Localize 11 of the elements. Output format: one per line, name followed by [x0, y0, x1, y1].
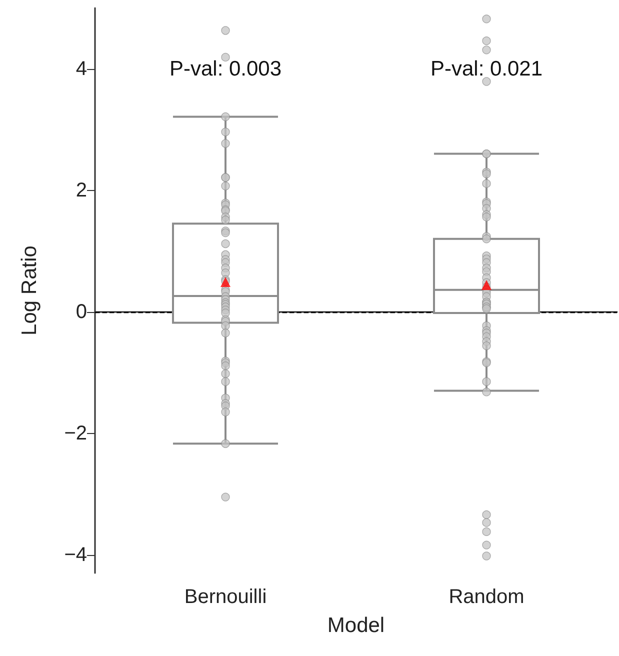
y-axis-title: Log Ratio [18, 246, 41, 336]
y-tick-label: −4 [64, 544, 87, 566]
x-tick-label: Random [448, 586, 524, 608]
annotation: P-val: 0.021 [430, 57, 543, 80]
x-axis-title: Model [327, 614, 385, 637]
annotation: P-val: 0.003 [169, 57, 282, 80]
y-tick-label: 2 [76, 179, 87, 202]
x-tick-label: Bernouilli [184, 586, 267, 608]
y-tick-label: −2 [64, 422, 87, 444]
y-tick-label: 0 [76, 300, 87, 323]
y-tick-label: 4 [76, 58, 87, 80]
